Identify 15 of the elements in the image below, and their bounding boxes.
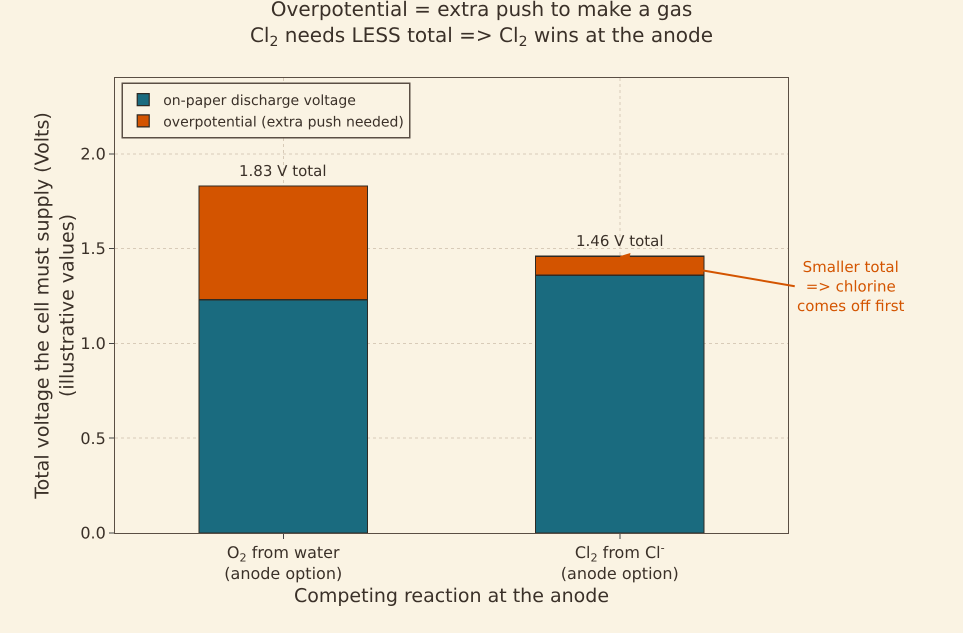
- total-label: 1.46 V total: [576, 232, 664, 250]
- annotation: Smaller total => chlorine comes off first: [797, 258, 905, 315]
- y-axis-title: Total voltage the cell must supply (Volts) (illustrative values): [32, 112, 78, 500]
- total-label: 1.83 V total: [239, 162, 326, 180]
- x-axis-title: Competing reaction at the anode: [294, 585, 610, 607]
- x-tick-label: O$_{2}$ from water (anode option): [224, 543, 342, 583]
- x-tick-label: Cl$_{2}$ from Cl$^{-}$ (anode option): [560, 541, 679, 583]
- y-tick-label: 1.0: [80, 334, 106, 354]
- y-tick-label: 0.0: [80, 524, 106, 543]
- legend-label: overpotential (extra push needed): [163, 114, 404, 130]
- y-tick-label: 2.0: [80, 144, 106, 164]
- y-tick-label: 0.5: [80, 428, 106, 448]
- legend-label: on-paper discharge voltage: [163, 93, 356, 110]
- chart-title: Overpotential = extra push to make a gas Cl$_{2}$ needs LESS total => Cl$_{2}$ wins at the anode: [250, 0, 714, 50]
- y-tick-label: 1.5: [80, 239, 106, 258]
